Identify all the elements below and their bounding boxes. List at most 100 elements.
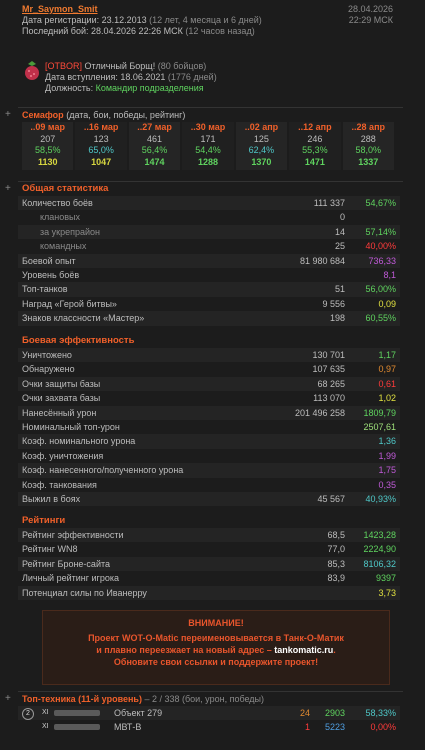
tech-row: 2 XI Объект 279 24 2903 58,33%: [18, 706, 400, 721]
stat-label: Очки защиты базы: [22, 378, 101, 389]
section-title: Боевая эффективность: [22, 335, 135, 346]
title: Топ-техника (11-й уровень): [22, 694, 142, 704]
ago: (1776 дней): [167, 72, 217, 82]
stat-label: Знаков классности «Мастер»: [22, 313, 145, 324]
semaphore-rating: 1288: [197, 156, 218, 167]
stat-row: Топ-танков 51 56,00%: [18, 282, 400, 297]
semaphore-battles: 171: [200, 133, 216, 144]
stat-label: командных: [40, 241, 87, 252]
stat-row: Коэф. уничтожения 1,99: [18, 449, 400, 463]
summary: – 2 / 338 (бои, урон, победы): [144, 694, 265, 704]
stat-count: 111 337: [313, 198, 345, 208]
clan-role: Должность: Командир подразделения: [45, 83, 204, 93]
stat-row: Уничтожено 130 701 1,17: [18, 348, 400, 363]
label: Дата регистрации:: [22, 15, 100, 25]
mastery-badge: 2: [22, 708, 34, 720]
stat-count: 25: [334, 241, 345, 252]
stat-label: Обнаружено: [22, 364, 75, 375]
stat-count: 85,3: [327, 558, 345, 569]
tank-battles: 24: [299, 708, 310, 718]
stat-label: Уровень боёв: [22, 270, 80, 280]
stat-value: 1,36: [378, 436, 396, 447]
stat-row: за укрепрайон 14 57,14%: [18, 224, 400, 240]
stat-label: Рейтинг WN8: [22, 544, 78, 555]
label: Дата вступления:: [45, 72, 118, 82]
stat-label: Боевой опыт: [22, 255, 76, 266]
stat-row: Знаков классности «Мастер» 198 60,55%: [18, 311, 400, 326]
stat-label: Потенциал силы по Иванерру: [22, 587, 147, 598]
text: .: [333, 645, 336, 655]
stat-count: 83,9: [327, 573, 345, 584]
semaphore-winrate: 55,3%: [302, 145, 328, 155]
tank-winrate: 0,00%: [370, 722, 396, 733]
stat-label: Коэф. номинального урона: [22, 436, 136, 447]
stat-label: Рейтинг Броне-сайта: [22, 558, 110, 569]
stat-value: 0,61: [378, 378, 396, 389]
notice: ВНИМАНИЕ! Проект WOT-O-Matic переименовы…: [42, 610, 390, 685]
value: 23.12.2013: [101, 15, 147, 25]
stat-value: 1,17: [378, 350, 396, 360]
semaphore-title: Семафор (дата, бои, победы, рейтинг): [22, 110, 185, 120]
expand-icon[interactable]: +: [5, 183, 11, 194]
semaphore-column: ..02 апр 125 62,4% 1370: [235, 122, 288, 170]
stat-label: Номинальный топ-урон: [22, 422, 120, 432]
semaphore-column: ..12 апр 246 55,3% 1471: [289, 122, 341, 170]
registration: Дата регистрации: 23.12.2013 (12 лет, 4 …: [22, 15, 262, 25]
expand-icon[interactable]: +: [5, 109, 11, 120]
semaphore-battles: 246: [307, 133, 323, 144]
stat-value: 0,09: [378, 298, 396, 309]
clan-joined: Дата вступления: 18.06.2021 (1776 дней): [45, 72, 217, 82]
stat-value: 56,00%: [365, 284, 396, 295]
current-date: 28.04.2026: [347, 4, 393, 14]
stat-value: 40,00%: [365, 241, 396, 252]
notice-link[interactable]: tankomatic.ru: [274, 645, 334, 655]
expand-icon[interactable]: +: [5, 693, 11, 704]
stat-count: 0: [339, 212, 345, 223]
stat-label: Выжил в боях: [22, 494, 81, 504]
section-title: Рейтинги: [22, 515, 66, 526]
stat-row: Количество боёв 111 337 54,67%: [18, 196, 400, 211]
semaphore-winrate: 62,4%: [248, 145, 275, 155]
stat-value: 1423,28: [363, 530, 396, 540]
stat-label: Количество боёв: [22, 198, 93, 208]
player-name[interactable]: Mr_Saymon_Smit: [22, 4, 98, 14]
notice-line: Проект WOT-O-Matic переименовывается в Т…: [88, 633, 344, 643]
stat-count: 77,0: [327, 544, 345, 555]
title: Семафор: [22, 110, 64, 120]
semaphore-date: ..27 мар: [137, 122, 172, 132]
semaphore-column: ..28 апр 288 58,0% 1337: [342, 122, 394, 170]
stat-value: 736,33: [368, 255, 396, 266]
semaphore-battles: 125: [253, 133, 269, 144]
clan-tag[interactable]: [OTBOR]: [45, 61, 83, 71]
stat-label: за укрепрайон: [40, 226, 100, 237]
stat-count: 113 070: [313, 393, 345, 404]
stat-label: Уничтожено: [22, 350, 72, 360]
clan-emblem: [25, 61, 39, 80]
ago: (12 часов назад): [185, 26, 255, 36]
semaphore-column: ..30 мар 171 54,4% 1288: [182, 122, 234, 170]
tier: XI: [42, 723, 49, 731]
tank-battles: 1: [304, 722, 310, 733]
semaphore-table: ..09 мар 207 58,5% 1130 ..16 мар 123 65,0% 1047…: [22, 122, 396, 170]
semaphore-rating: 1370: [251, 156, 272, 167]
stat-row: Наград «Герой битвы» 9 556 0,09: [18, 297, 400, 311]
stat-value: 0,97: [378, 364, 396, 375]
stat-row: командных 25 40,00%: [18, 239, 400, 253]
clan-line: [OTBOR] Отличный Борщ! (80 бойцов): [45, 61, 206, 71]
semaphore-winrate: 65,0%: [88, 145, 114, 155]
stat-value: 0,35: [378, 479, 396, 490]
stat-value: 2224,90: [363, 544, 396, 555]
semaphore-date: ..28 апр: [351, 122, 385, 132]
stat-value: 1,75: [378, 465, 396, 476]
semaphore-rating: 1130: [37, 156, 58, 167]
stat-row: Личный рейтинг игрока 83,9 9397: [18, 571, 400, 585]
stat-value: 1,99: [378, 450, 396, 461]
stat-value: 1,02: [378, 393, 396, 404]
notice-line: и плавно переезжает на новый адрес – tan…: [43, 645, 389, 655]
semaphore-column: ..09 мар 207 58,5% 1130: [22, 122, 74, 170]
stat-row: Очки защиты базы 68 265 0,61: [18, 376, 400, 392]
stat-label: Нанесённый урон: [22, 407, 97, 418]
clan-members: (80 бойцов): [157, 61, 207, 71]
stat-row: Уровень боёв 8,1: [18, 268, 400, 282]
